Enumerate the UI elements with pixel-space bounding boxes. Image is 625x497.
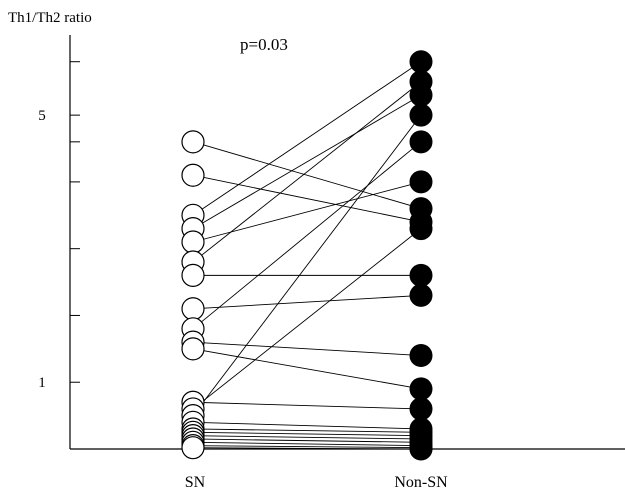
pair-line: [192, 141, 422, 330]
pair-line: [192, 441, 422, 447]
pair-line: [192, 438, 422, 443]
pair-line: [192, 401, 422, 410]
sn-point: [181, 163, 205, 187]
non-sn-point: [409, 70, 433, 94]
pair-line: [192, 435, 422, 440]
pair-line: [192, 181, 422, 243]
pair-line: [192, 114, 422, 416]
non-sn-point: [409, 50, 433, 74]
sn-point: [181, 337, 205, 361]
pair-line: [192, 228, 422, 410]
pair-line: [192, 445, 422, 449]
non-sn-point: [409, 217, 433, 241]
non-sn-point: [409, 344, 433, 368]
non-sn-point: [409, 283, 433, 307]
sn-point: [181, 230, 205, 254]
pair-line: [192, 447, 422, 450]
x-tick-label-non-sn: Non-SN: [394, 474, 448, 491]
pair-line: [192, 141, 422, 210]
y-tick-label: 5: [38, 108, 46, 124]
pair-line: [192, 428, 422, 433]
sn-point: [181, 297, 205, 321]
pair-line: [192, 348, 422, 390]
sn-point: [181, 263, 205, 287]
pair-line: [192, 341, 422, 356]
pair-line: [192, 174, 422, 223]
x-tick-label-sn: SN: [185, 474, 206, 491]
non-sn-point: [409, 103, 433, 127]
p-value-annotation: p=0.03: [240, 35, 288, 54]
y-axis-label: Th1/Th2 ratio: [8, 10, 92, 26]
non-sn-point: [409, 263, 433, 287]
pair-line: [192, 421, 422, 430]
sn-point: [181, 436, 205, 460]
non-sn-point: [409, 437, 433, 461]
y-tick-label: 1: [38, 375, 46, 391]
pair-line: [192, 94, 422, 230]
pair-line: [192, 431, 422, 437]
non-sn-point: [409, 397, 433, 421]
pair-line: [192, 61, 422, 216]
axes: [69, 35, 625, 450]
pair-line: [192, 81, 422, 263]
sn-point: [181, 130, 205, 154]
pair-line: [192, 294, 422, 310]
non-sn-point: [409, 130, 433, 154]
non-sn-point: [409, 170, 433, 194]
non-sn-point: [409, 377, 433, 401]
